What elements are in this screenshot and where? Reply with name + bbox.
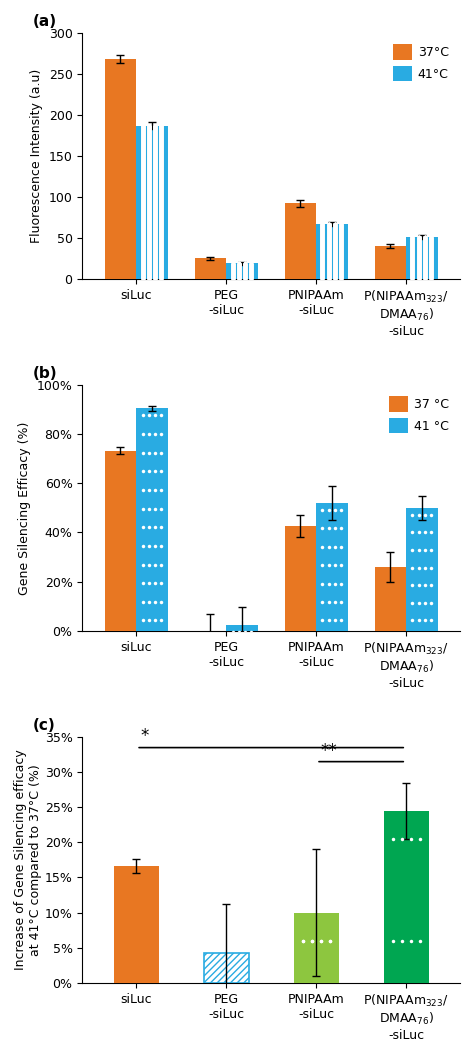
Bar <box>294 912 338 983</box>
Bar <box>374 246 406 279</box>
Bar <box>136 409 168 630</box>
Bar <box>226 625 258 630</box>
Bar <box>105 59 136 279</box>
Bar <box>204 954 249 983</box>
Bar <box>195 259 226 279</box>
Text: (a): (a) <box>33 14 57 29</box>
Bar <box>105 451 136 630</box>
Bar <box>136 126 168 279</box>
Bar <box>374 567 406 630</box>
Legend: 37 °C, 41 °C: 37 °C, 41 °C <box>384 392 454 438</box>
Legend: 37°C, 41°C: 37°C, 41°C <box>388 39 454 86</box>
Bar <box>226 263 258 279</box>
Bar <box>406 508 438 630</box>
Text: (c): (c) <box>33 718 56 733</box>
Text: (b): (b) <box>33 365 58 381</box>
Bar <box>114 866 159 983</box>
Text: **: ** <box>321 741 337 759</box>
Y-axis label: Gene Silencing Efficacy (%): Gene Silencing Efficacy (%) <box>18 421 31 595</box>
Bar <box>285 526 316 630</box>
Bar <box>383 811 428 983</box>
Y-axis label: Increase of Gene Silencing efficacy
at 41°C compared to 37°C (%): Increase of Gene Silencing efficacy at 4… <box>14 750 42 970</box>
Text: *: * <box>141 728 149 746</box>
Bar <box>285 204 316 279</box>
Bar <box>316 503 347 630</box>
Bar <box>406 237 438 279</box>
Bar <box>316 224 347 279</box>
Y-axis label: Fluorescence Intensity (a.u): Fluorescence Intensity (a.u) <box>30 69 43 243</box>
